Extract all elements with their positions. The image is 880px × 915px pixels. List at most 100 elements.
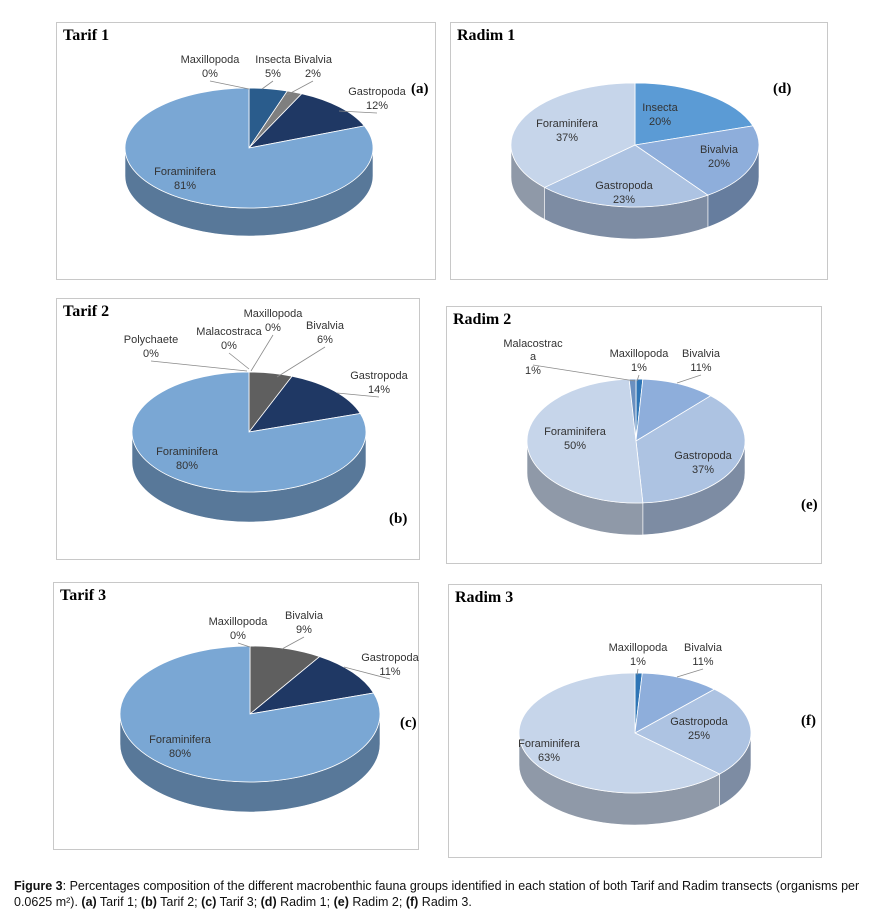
pie-slice-bivalvia <box>634 672 716 734</box>
label-leader-line <box>532 364 636 382</box>
pie-slice-foraminifera <box>518 672 721 794</box>
slice-label-percent: 9% <box>296 624 312 636</box>
caption-part-text: Tarif 1; <box>96 895 141 909</box>
pie-slice-foraminifera <box>131 371 367 493</box>
pie-slice-foraminifera <box>124 87 374 209</box>
chart-title: Tarif 3 <box>60 587 107 604</box>
slice-label-percent: 80% <box>176 460 198 472</box>
slice-label-percent: 11% <box>690 362 711 374</box>
caption-part-label: (a) <box>81 895 97 909</box>
chart-title: Radim 3 <box>455 589 514 606</box>
slice-label-name: Foraminifera <box>544 426 607 438</box>
pie-slice-gastropoda <box>634 688 752 775</box>
pie-slice-foraminifera <box>526 378 644 504</box>
chart-title: Radim 1 <box>457 27 516 44</box>
slice-label-name: Bivalvia <box>700 144 739 156</box>
slice-label-name: Maxillopoda <box>609 642 669 654</box>
slice-label-name: Gastropoda <box>348 86 406 98</box>
slice-label-percent: 50% <box>564 440 586 452</box>
caption-part-label: (f) <box>405 895 419 909</box>
label-leader-line <box>276 346 326 378</box>
label-leader-line <box>676 668 704 678</box>
pie-slice-gastropoda <box>635 395 746 504</box>
slice-label-percent: 0% <box>202 68 218 80</box>
slice-label-percent: 37% <box>692 464 714 476</box>
slice-label-name: Gastropoda <box>674 450 732 462</box>
pie-chart: Maxillopoda 1% Bivalvia 11% Gastropoda 37% For… <box>503 338 746 536</box>
slice-label-percent: 1% <box>630 656 646 668</box>
caption-figure-label: Figure 3 <box>14 879 63 893</box>
slice-label-percent: 14% <box>368 384 390 396</box>
pie-chart: Maxillopoda 0% Insecta 5% Bivalvia 2% Gastropo… <box>124 54 407 237</box>
chart-panel-radim-1: Radim 1 (d) Insecta 20% Bivalvia 20% Gastrop… <box>450 22 828 280</box>
pie-slice-bivalvia <box>635 378 712 442</box>
caption-part-text: Tarif 2; <box>156 895 202 909</box>
caption-part-text: Radim 3. <box>418 895 472 909</box>
caption-part-text: Radim 2; <box>348 895 406 909</box>
caption-part-label: (e) <box>333 895 349 909</box>
chart-panel-tarif-2: Tarif 2 (b) Polychaete 0% Malacostraca 0% Ma… <box>56 298 420 560</box>
label-leader-line <box>228 352 250 370</box>
chart-title: Tarif 2 <box>63 303 110 320</box>
panel-letter: (f) <box>801 713 816 729</box>
pie-chart: Maxillopoda 0% Bivalvia 9% Gastropoda 11% Fora… <box>119 610 420 813</box>
slice-label-name: Gastropoda <box>670 716 728 728</box>
chart-title: Radim 2 <box>453 311 512 328</box>
slice-label-percent: 20% <box>649 116 671 128</box>
slice-label-name: Bivalvia <box>306 320 345 332</box>
label-leader-line <box>636 668 639 676</box>
slice-label-name: a <box>530 351 537 363</box>
caption-part-label: (c) <box>201 895 217 909</box>
panel-letter: (b) <box>389 511 408 527</box>
slice-label-percent: 63% <box>538 752 560 764</box>
slice-label-name: Bivalvia <box>682 348 721 360</box>
slice-label-percent: 11% <box>379 666 400 678</box>
slice-label-percent: 0% <box>143 348 159 360</box>
slice-label-name: Maxillopoda <box>209 616 269 628</box>
caption-part-text: Radim 1; <box>276 895 334 909</box>
slice-label-name: Polychaete <box>124 334 178 346</box>
pie-slice-foraminifera <box>119 645 381 783</box>
caption-part-text: Tarif 3; <box>216 895 261 909</box>
label-leader-line <box>209 80 250 90</box>
label-leader-line <box>636 374 640 382</box>
slice-label-name: Foraminifera <box>149 734 212 746</box>
caption-text: : Percentages composition of the differe… <box>14 879 860 909</box>
slice-label-percent: 80% <box>169 748 191 760</box>
slice-label-name: Insecta <box>642 102 678 114</box>
slice-label-name: Maxillopoda <box>610 348 670 360</box>
pie-slice-gastropoda <box>248 656 375 715</box>
pie-chart: Insecta 20% Bivalvia 20% Gastropoda 23% Forami… <box>510 82 760 240</box>
caption-part-label: (b) <box>140 895 157 909</box>
slice-label-name: Bivalvia <box>684 642 723 654</box>
panel-letter: (d) <box>773 81 792 97</box>
slice-label-percent: 12% <box>366 100 388 112</box>
label-leader-line <box>343 666 391 680</box>
slice-label-name: Foraminifera <box>156 446 219 458</box>
slice-label-name: Malacostraca <box>196 326 262 338</box>
chart-panel-tarif-1: Tarif 1 (a) Maxillopoda 0% Insecta 5% Bivalv… <box>56 22 436 280</box>
label-leader-line <box>237 642 251 648</box>
pie-slice-bivalvia <box>633 125 760 196</box>
panel-letter: (c) <box>400 715 417 731</box>
pie-slice-foraminifera <box>510 82 636 188</box>
label-leader-line <box>336 392 380 398</box>
chart-panel-radim-3: Radim 3 (f) Maxillopoda 1% Bivalvia 11% Gast… <box>448 584 822 858</box>
chart-panel-radim-2: Radim 2 (e) Maxillopoda 1% Bivalvia 11% Gast… <box>446 306 822 564</box>
slice-label-name: Foraminifera <box>536 118 599 130</box>
panel-letter: (a) <box>411 81 429 97</box>
slice-label-percent: 0% <box>230 630 246 642</box>
caption-part-label: (d) <box>260 895 277 909</box>
label-leader-line <box>338 110 378 114</box>
label-leader-line <box>281 636 305 650</box>
slice-label-percent: 23% <box>613 194 635 206</box>
panel-letter: (e) <box>801 497 818 513</box>
label-leader-line <box>150 360 248 372</box>
pie-chart: Maxillopoda 1% Bivalvia 11% Gastropoda 25% For… <box>518 642 752 826</box>
slice-label-name: Gastropoda <box>595 180 653 192</box>
label-leader-line <box>286 80 314 96</box>
slice-label-percent: 37% <box>556 132 578 144</box>
slice-label-percent: 1% <box>631 362 647 374</box>
slice-label-name: Foraminifera <box>154 166 217 178</box>
